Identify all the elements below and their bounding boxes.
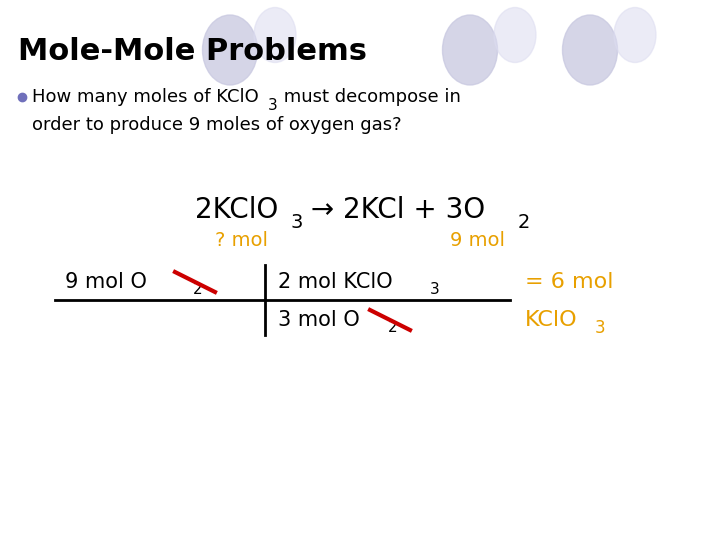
Text: 2KClO: 2KClO: [195, 196, 278, 224]
Text: = 6 mol: = 6 mol: [525, 272, 613, 292]
Text: 2: 2: [388, 321, 397, 335]
Text: How many moles of KClO: How many moles of KClO: [32, 88, 258, 106]
Text: 2: 2: [518, 213, 531, 232]
Text: must decompose in: must decompose in: [278, 88, 461, 106]
Text: order to produce 9 moles of oxygen gas?: order to produce 9 moles of oxygen gas?: [32, 116, 402, 134]
Ellipse shape: [614, 8, 656, 63]
Text: KClO: KClO: [525, 310, 577, 330]
Ellipse shape: [202, 15, 258, 85]
Text: 3 mol O: 3 mol O: [278, 310, 360, 330]
Ellipse shape: [494, 8, 536, 63]
Text: 3: 3: [595, 319, 606, 337]
Text: 3: 3: [430, 282, 440, 298]
Text: 9 mol: 9 mol: [450, 231, 505, 249]
Text: ? mol: ? mol: [215, 231, 268, 249]
Text: 2: 2: [193, 282, 202, 298]
Text: 3: 3: [268, 98, 278, 112]
Text: 3: 3: [290, 213, 302, 232]
Ellipse shape: [443, 15, 498, 85]
Text: Mole-Mole Problems: Mole-Mole Problems: [18, 37, 367, 66]
Ellipse shape: [254, 8, 296, 63]
Ellipse shape: [562, 15, 618, 85]
Text: → 2KCl + 3O: → 2KCl + 3O: [302, 196, 485, 224]
Text: 2 mol KClO: 2 mol KClO: [278, 272, 392, 292]
Text: 9 mol O: 9 mol O: [65, 272, 147, 292]
